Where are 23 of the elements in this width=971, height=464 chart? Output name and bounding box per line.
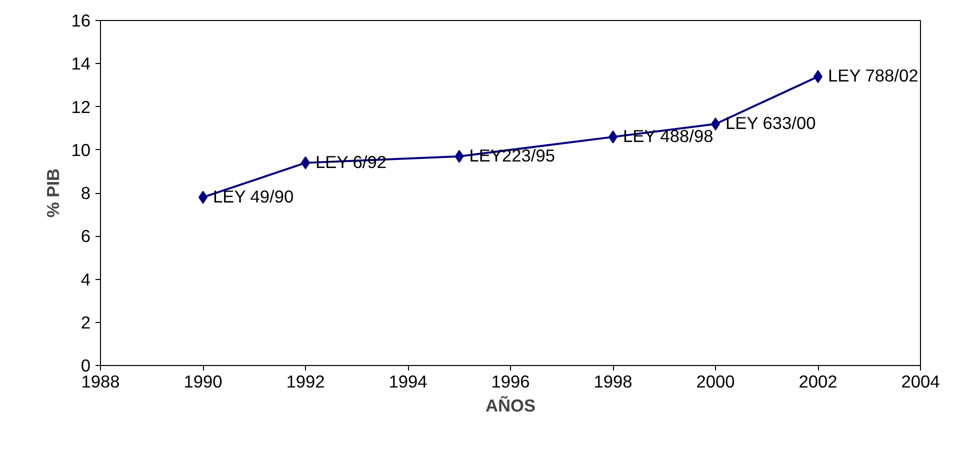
x-tick-label: 1996 bbox=[491, 372, 530, 392]
x-tick-label: 1994 bbox=[388, 372, 428, 392]
y-tick-label: 2 bbox=[80, 312, 91, 332]
annotation: LEY 49/90 bbox=[213, 186, 294, 206]
x-tick-label: 2000 bbox=[696, 372, 735, 392]
point bbox=[454, 150, 464, 163]
y-tick-label: 14 bbox=[71, 54, 91, 74]
x-axis-title: AÑOS bbox=[485, 396, 536, 416]
y-tick-label: 12 bbox=[71, 96, 91, 117]
x-tick-label: 1998 bbox=[594, 372, 632, 392]
y-tick-label: 10 bbox=[71, 140, 91, 160]
y-tick-label: 16 bbox=[71, 10, 91, 30]
annotation: LEY 633/00 bbox=[726, 113, 816, 133]
annotation: LEY223/95 bbox=[469, 145, 556, 166]
y-tick-label: 6 bbox=[80, 226, 91, 246]
x-tick-label: 2004 bbox=[901, 372, 940, 392]
annotation: LEY 788/02 bbox=[828, 66, 918, 86]
y-tick-label: 8 bbox=[80, 183, 91, 203]
x-tick-label: 1992 bbox=[286, 372, 325, 392]
y-tick-label: 4 bbox=[80, 269, 91, 290]
y-axis-title: % PIB bbox=[43, 168, 64, 218]
x-tick-label: 1990 bbox=[184, 372, 222, 392]
x-tick-label: 2002 bbox=[798, 372, 838, 392]
